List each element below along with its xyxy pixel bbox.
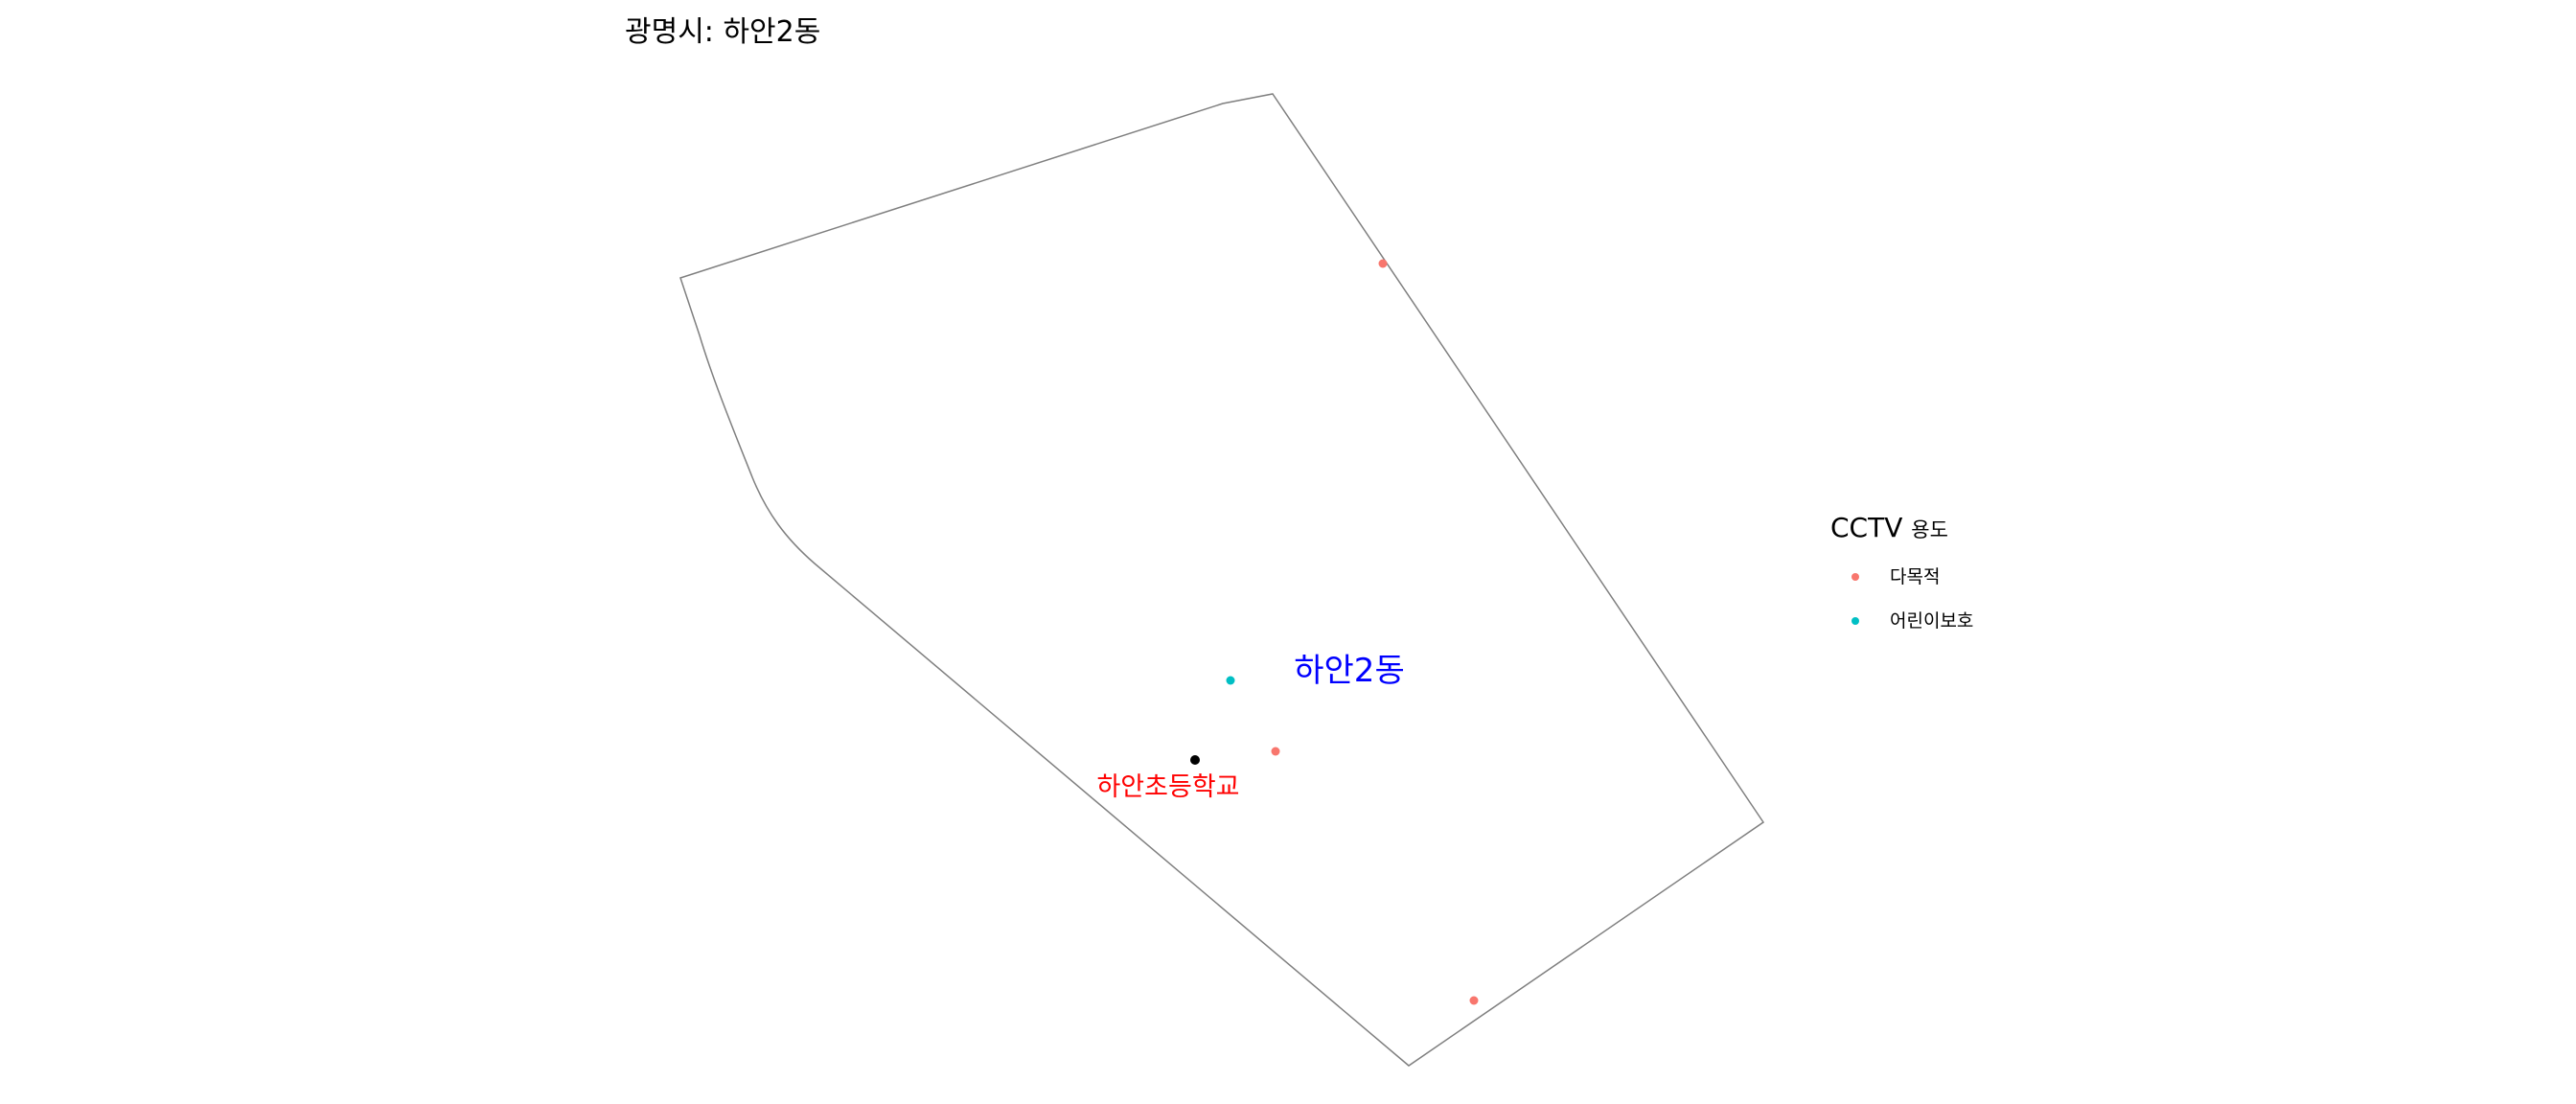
- district-label: 하안2동: [1294, 652, 1404, 690]
- legend-title: CCTV 용도: [1830, 512, 2118, 543]
- legend-key-multipurpose: [1852, 573, 1859, 581]
- cctv-point-child-protection: [1226, 676, 1235, 685]
- legend-label-child-protection: 어린이보호: [1890, 610, 1974, 632]
- school-label: 하안초등학교: [1096, 772, 1239, 802]
- legend-label-multipurpose: 다목적: [1890, 566, 1941, 587]
- cctv-point-multipurpose: [1378, 259, 1388, 268]
- legend-item-child-protection: 어린이보호: [1830, 599, 2118, 643]
- legend: CCTV 용도 다목적 어린이보호: [1830, 512, 2118, 643]
- school-point: [1190, 755, 1200, 765]
- district-boundary: [679, 93, 1765, 1067]
- legend-key-child-protection: [1852, 617, 1859, 625]
- cctv-point-multipurpose: [1271, 747, 1280, 756]
- cctv-point-multipurpose: [1469, 996, 1479, 1005]
- map-title: 광명시: 하안2동: [625, 15, 821, 49]
- legend-item-multipurpose: 다목적: [1830, 555, 2118, 599]
- legend-title-sub: 용도: [1911, 518, 1948, 541]
- legend-title-main: CCTV: [1830, 512, 1903, 543]
